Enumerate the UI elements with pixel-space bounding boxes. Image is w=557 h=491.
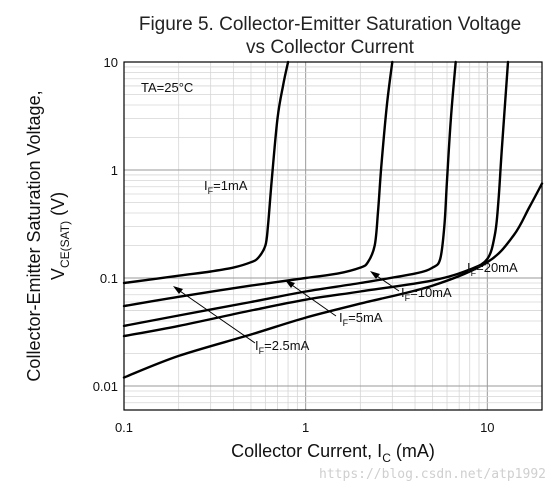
- curve-label-if5: IF=5mA: [339, 310, 383, 328]
- curves: [122, 60, 544, 379]
- ticks: 0.1 1 10 10 1 0.1 0.01: [93, 55, 495, 435]
- arrow-if5: [288, 282, 337, 317]
- x-tick-label: 1: [302, 420, 309, 435]
- y-tick-label: 10: [104, 55, 118, 70]
- y-axis-label-line2: VCE(SAT) (V): [48, 192, 72, 280]
- arrowhead-if10: [370, 271, 380, 279]
- series-line-2: [122, 60, 394, 308]
- arrowhead-if5: [285, 280, 295, 288]
- x-tick-label: 10: [480, 420, 494, 435]
- y-tick-label: 1: [111, 163, 118, 178]
- arrowhead-if2-5: [173, 286, 183, 294]
- curve-label-if1: IF=1mA: [204, 178, 248, 196]
- x-tick-label: 0.1: [115, 420, 133, 435]
- y-tick-label: 0.01: [93, 379, 118, 394]
- series-line-4: [122, 60, 510, 338]
- curve-label-if20: IF=20mA: [467, 260, 518, 278]
- y-axis-label-line1: Collector-Emitter Saturation Voltage,: [24, 90, 44, 381]
- watermark: https://blog.csdn.net/atp1992: [319, 467, 546, 482]
- grid: [123, 61, 543, 411]
- y-tick-label: 0.1: [100, 271, 118, 286]
- chart-title-line2: vs Collector Current: [246, 37, 415, 58]
- series-line-5: [122, 182, 544, 379]
- curve-label-if10: IF=10mA: [401, 285, 452, 303]
- plot-frame: [123, 61, 543, 411]
- series-line-3: [122, 60, 457, 328]
- series-line-1: [122, 60, 290, 285]
- condition-label: TA=25°C: [141, 80, 193, 95]
- chart-title-line1: Figure 5. Collector-Emitter Saturation V…: [139, 14, 521, 35]
- arrow-if10: [373, 273, 400, 292]
- arrow-if2-5: [176, 288, 256, 344]
- curve-label-if2-5: IF=2.5mA: [255, 338, 310, 356]
- x-axis-label: Collector Current, IC (mA): [231, 441, 435, 465]
